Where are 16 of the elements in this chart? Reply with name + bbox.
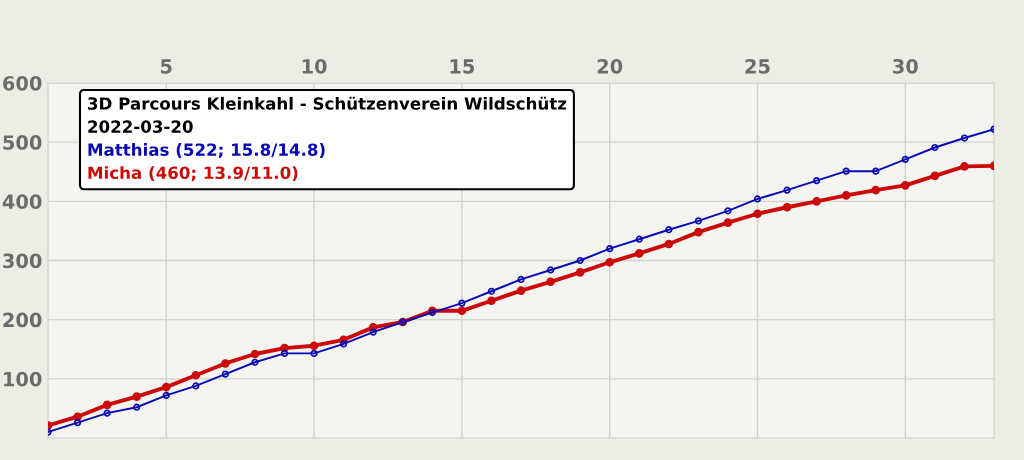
x-tick-label: 10 (302, 58, 327, 74)
y-tick-label: 300 (3, 253, 42, 269)
x-tick-label: 15 (450, 59, 475, 74)
x-tick-label: 30 (893, 58, 918, 74)
text: 3D Parcours Kleinkahl - Schützenverein Wildschütz (88, 96, 567, 110)
x-tick-label: 5 (160, 59, 172, 74)
y-tick-label: 200 (3, 312, 42, 328)
y-tick-label: 600 (3, 75, 42, 91)
text: 2022-03-20 (88, 120, 193, 133)
text: Matthias (522; 15.8/14.8) (88, 143, 325, 159)
y-tick-label: 400 (2, 194, 42, 209)
text: Micha (460; 13.9/11.0) (88, 166, 298, 182)
y-tick-label: 100 (4, 371, 42, 387)
x-tick-label: 20 (597, 58, 623, 74)
y-tick-label: 500 (3, 135, 42, 150)
x-tick-label: 25 (745, 58, 770, 74)
